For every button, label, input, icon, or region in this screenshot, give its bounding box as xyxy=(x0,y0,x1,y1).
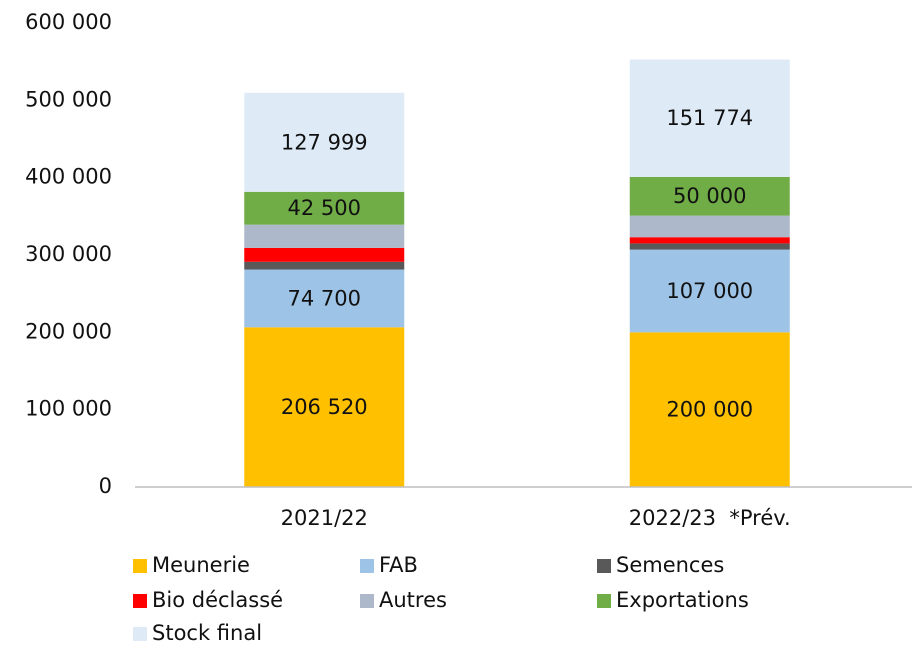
legend-label: Exportations xyxy=(616,588,749,612)
bar-segment xyxy=(244,191,405,225)
value-label: 107 000 xyxy=(666,279,753,303)
bar-segment xyxy=(244,247,405,262)
x-tick-label: 2021/22 xyxy=(281,506,368,530)
bar-segment xyxy=(629,243,790,250)
y-tick-label: 400 000 xyxy=(25,165,112,189)
legend-label: Semences xyxy=(616,553,724,577)
bar-segment xyxy=(244,327,405,487)
legend-swatch xyxy=(133,594,147,608)
value-label: 50 000 xyxy=(673,184,746,208)
bar-segment xyxy=(629,176,790,216)
bar-segment xyxy=(629,237,790,244)
value-label: 151 774 xyxy=(666,106,753,130)
bar-segment xyxy=(244,269,405,328)
bar-segment xyxy=(629,59,790,177)
legend-label: FAB xyxy=(379,553,418,577)
value-label: 127 999 xyxy=(281,130,368,154)
bar-segment xyxy=(629,249,790,333)
y-tick-label: 100 000 xyxy=(25,397,112,421)
y-tick-label: 200 000 xyxy=(25,319,112,343)
bar-segment xyxy=(244,92,405,192)
bar-segment xyxy=(244,261,405,270)
legend-label: Bio déclassé xyxy=(152,588,283,612)
value-label: 206 520 xyxy=(281,395,368,419)
y-tick-label: 500 000 xyxy=(25,87,112,111)
value-label: 42 500 xyxy=(288,196,361,220)
legend-swatch xyxy=(597,559,611,573)
y-tick-label: 0 xyxy=(99,474,112,498)
legend-label: Autres xyxy=(379,588,447,612)
legend-label: Stock final xyxy=(152,621,262,645)
legend-swatch xyxy=(597,594,611,608)
legend-swatch xyxy=(133,559,147,573)
x-tick-label: 2022/23 *Prév. xyxy=(629,506,791,530)
legend-swatch xyxy=(360,594,374,608)
value-label: 200 000 xyxy=(666,398,753,422)
bar-segment xyxy=(629,215,790,238)
bar-segment xyxy=(244,224,405,248)
legend-label: Meunerie xyxy=(152,553,250,577)
y-tick-label: 600 000 xyxy=(25,10,112,34)
legend-swatch xyxy=(360,559,374,573)
value-label: 74 700 xyxy=(288,286,361,310)
y-tick-label: 300 000 xyxy=(25,242,112,266)
legend-swatch xyxy=(133,627,147,641)
bar-segment xyxy=(629,332,790,487)
